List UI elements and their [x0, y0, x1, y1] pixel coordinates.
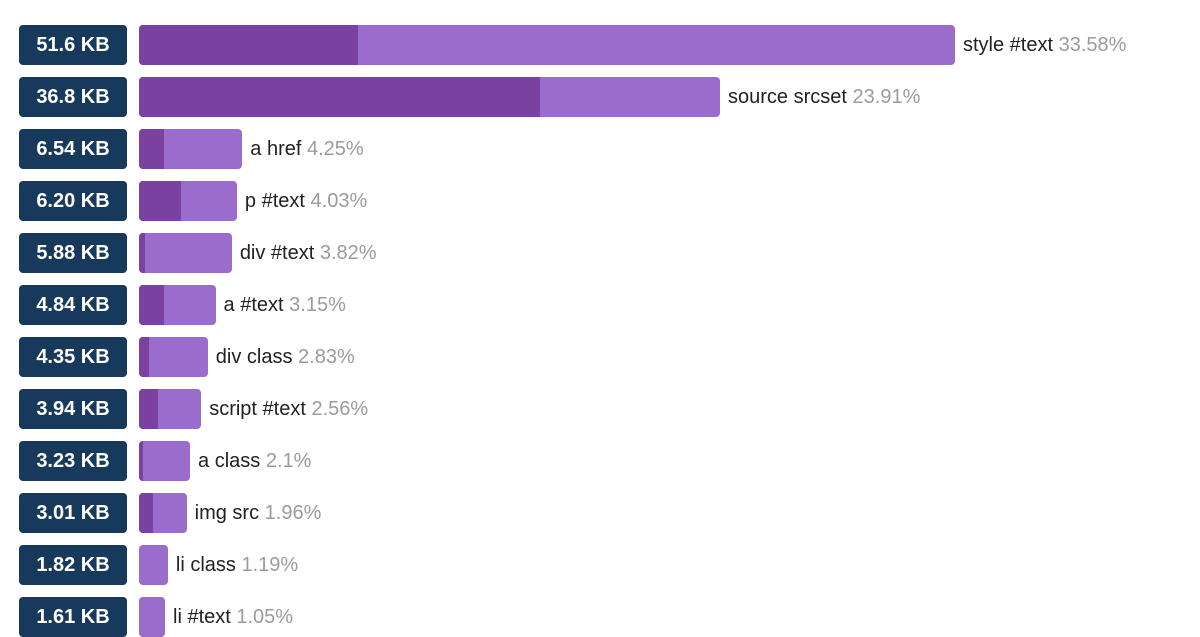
- bar-label: div #text 3.82%: [240, 233, 377, 273]
- size-badge: 4.35 KB: [19, 337, 127, 377]
- bar-dark-segment: [139, 25, 358, 65]
- bar-row: 36.8 KB source srcset 23.91%: [0, 77, 1200, 117]
- bar-row: 6.20 KB p #text 4.03%: [0, 181, 1200, 221]
- bar-row: 1.82 KB li class 1.19%: [0, 545, 1200, 585]
- bar: [139, 597, 165, 637]
- bar-dark-segment: [139, 77, 540, 117]
- bar: [139, 441, 191, 481]
- size-badge: 36.8 KB: [19, 77, 127, 117]
- bar-label-name: div #text: [239, 242, 315, 264]
- bar-label: style #text 33.58%: [963, 25, 1126, 65]
- bar-label-name: p #text: [244, 190, 305, 212]
- bar-dark-segment: [139, 389, 158, 429]
- bar: [139, 337, 208, 377]
- bar-label-percent: 1.96%: [264, 502, 322, 524]
- bar-label-percent: 33.58%: [1058, 34, 1127, 56]
- bar-row: 3.01 KB img src 1.96%: [0, 493, 1200, 533]
- bar: [139, 285, 216, 325]
- bar: [139, 493, 187, 533]
- bar-dark-segment: [139, 181, 182, 221]
- bar-label: li #text 1.05%: [173, 597, 293, 637]
- bar-row: 3.23 KB a class 2.1%: [0, 441, 1200, 481]
- bar-label-name: div class: [215, 346, 293, 368]
- size-badge: 3.94 KB: [19, 389, 127, 429]
- size-badge: 51.6 KB: [19, 25, 127, 65]
- bar-label-name: style #text: [963, 34, 1054, 56]
- bar-label-name: li class: [175, 554, 236, 576]
- bar-label: div class 2.83%: [216, 337, 355, 377]
- bar-dark-segment: [139, 285, 165, 325]
- bar: [139, 129, 243, 169]
- bar-row: 5.88 KB div #text 3.82%: [0, 233, 1200, 273]
- bar-label: p #text 4.03%: [245, 181, 367, 221]
- bar-label-name: source srcset: [728, 86, 847, 108]
- bar-label: li class 1.19%: [176, 545, 298, 585]
- bar-label-percent: 3.82%: [319, 242, 377, 264]
- bar-label: a class 2.1%: [198, 441, 311, 481]
- bar: [139, 181, 237, 221]
- bar-label-percent: 23.91%: [852, 86, 921, 108]
- bar-dark-segment: [139, 233, 145, 273]
- bar-label: a href 4.25%: [250, 129, 363, 169]
- bar-label-name: li #text: [173, 606, 231, 628]
- bar-label: script #text 2.56%: [209, 389, 368, 429]
- bar-dark-segment: [139, 493, 154, 533]
- bar-label-percent: 2.83%: [298, 346, 355, 368]
- bar-dark-segment: [139, 337, 150, 377]
- bar-row: 51.6 KB style #text 33.58%: [0, 25, 1200, 65]
- bar-label: source srcset 23.91%: [728, 77, 920, 117]
- bar-label-percent: 3.15%: [289, 294, 346, 316]
- bar: [139, 389, 202, 429]
- bar-label-percent: 4.25%: [306, 138, 364, 160]
- size-badge: 4.84 KB: [19, 285, 127, 325]
- bar-label-percent: 2.56%: [311, 398, 369, 420]
- bar-label-name: script #text: [209, 398, 306, 420]
- bar-row: 6.54 KB a href 4.25%: [0, 129, 1200, 169]
- bar-label-percent: 1.05%: [236, 606, 294, 628]
- bar-label-name: a href: [250, 138, 302, 160]
- bar-label-name: a class: [198, 450, 261, 472]
- bar-row: 4.84 KB a #text 3.15%: [0, 285, 1200, 325]
- bar: [139, 233, 232, 273]
- bar-row: 1.61 KB li #text 1.05%: [0, 597, 1200, 637]
- size-badge: 6.20 KB: [19, 181, 127, 221]
- bar: [139, 545, 168, 585]
- bar: [139, 25, 955, 65]
- bar-label: a #text 3.15%: [224, 285, 346, 325]
- bar-label-name: img src: [194, 502, 260, 524]
- bar-dark-segment: [139, 441, 144, 481]
- size-badge: 3.23 KB: [19, 441, 127, 481]
- bar-label-percent: 4.03%: [310, 190, 368, 212]
- bar-label-name: a #text: [223, 294, 284, 316]
- bar-label: img src 1.96%: [195, 493, 322, 533]
- size-badge: 6.54 KB: [19, 129, 127, 169]
- bar-label-percent: 1.19%: [241, 554, 299, 576]
- bar-dark-segment: [139, 129, 164, 169]
- size-badge: 3.01 KB: [19, 493, 127, 533]
- bar: [139, 77, 721, 117]
- bar-row: 4.35 KB div class 2.83%: [0, 337, 1200, 377]
- bar-row: 3.94 KB script #text 2.56%: [0, 389, 1200, 429]
- bar-label-percent: 2.1%: [265, 450, 312, 472]
- size-badge: 1.82 KB: [19, 545, 127, 585]
- size-badge: 5.88 KB: [19, 233, 127, 273]
- size-badge: 1.61 KB: [19, 597, 127, 637]
